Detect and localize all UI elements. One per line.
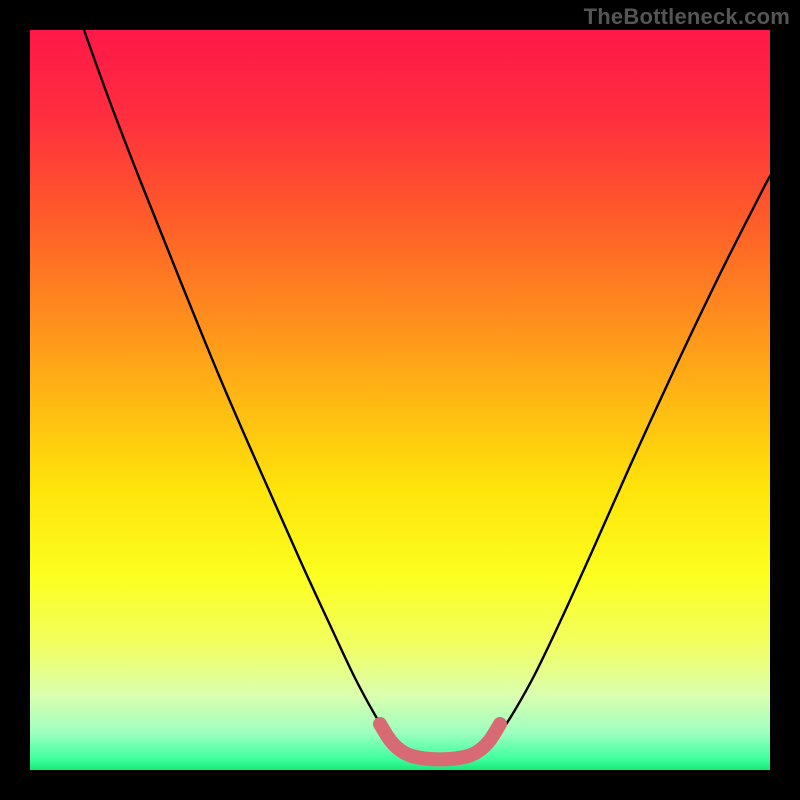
bottleneck-chart [0, 0, 800, 800]
chart-container: TheBottleneck.com [0, 0, 800, 800]
watermark-text: TheBottleneck.com [584, 4, 790, 30]
